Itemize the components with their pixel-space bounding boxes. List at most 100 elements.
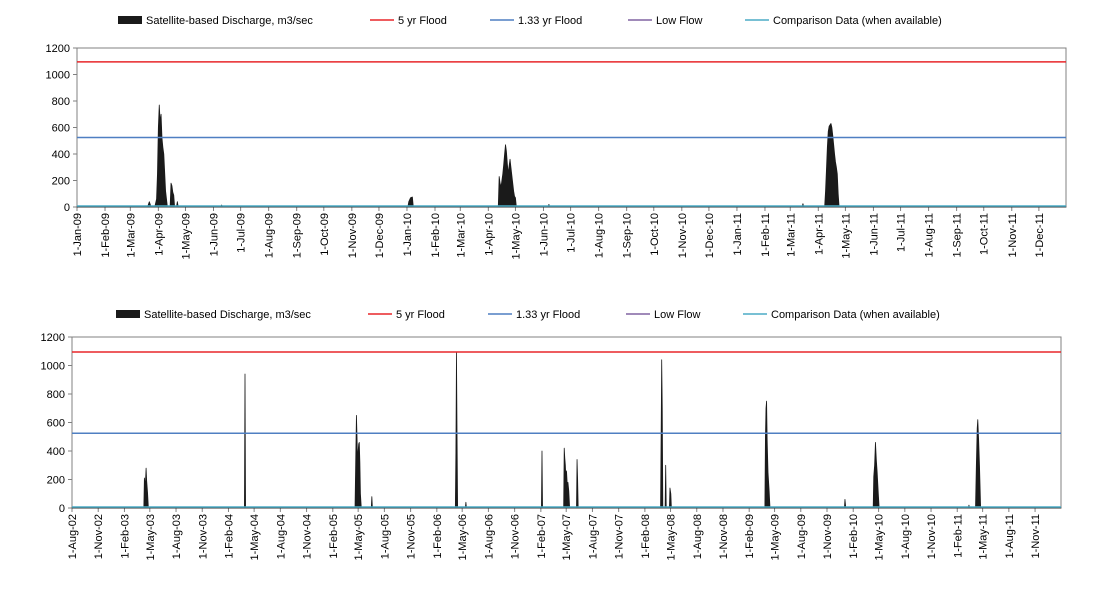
x-tick-label-2: 1-Nov-02 <box>93 514 105 559</box>
x-tick-label-16: 1-Apr-10 <box>483 213 495 256</box>
y-tick-label-0: 0 <box>64 202 70 214</box>
x-tick-label-11: 1-Nov-09 <box>347 213 359 258</box>
x-tick-label-8: 1-May-04 <box>249 514 261 560</box>
x-tick-label-23: 1-Nov-10 <box>677 213 689 258</box>
y-tick-label-1200: 1200 <box>46 43 70 55</box>
legend-swatch-discharge <box>116 310 140 318</box>
x-tick-label-25: 1-Aug-08 <box>692 514 704 559</box>
discharge-area <box>76 104 1067 208</box>
x-tick-label-18: 1-Jun-10 <box>538 213 550 256</box>
x-tick-label-5: 1-Aug-03 <box>171 514 183 559</box>
legend-item-comparison: Comparison Data (when available) <box>745 15 942 27</box>
x-tick-label-16: 1-May-06 <box>457 514 469 560</box>
y-tick-label-1200: 1200 <box>41 332 65 344</box>
legend-item-flood133: 1.33 yr Flood <box>490 15 582 27</box>
x-tick-label-20: 1-May-07 <box>561 514 573 560</box>
x-tick-label-21: 1-Sep-10 <box>622 213 634 258</box>
x-tick-label-32: 1-Aug-11 <box>924 213 936 257</box>
legend-label-comparison: Comparison Data (when available) <box>771 309 940 321</box>
x-tick-label-1: 1-Jan-09 <box>72 213 84 256</box>
y-tick-label-800: 800 <box>47 389 65 401</box>
y-tick-label-1000: 1000 <box>46 70 70 82</box>
x-tick-label-29: 1-Aug-09 <box>796 514 808 559</box>
x-tick-label-3: 1-Feb-03 <box>119 514 131 559</box>
x-tick-label-12: 1-May-05 <box>353 514 365 560</box>
x-tick-label-8: 1-Aug-09 <box>264 213 276 258</box>
y-tick-label-0: 0 <box>59 503 65 515</box>
x-tick-label-35: 1-Nov-11 <box>1007 213 1019 257</box>
x-tick-label-10: 1-Oct-09 <box>319 213 331 256</box>
chart-2: Satellite-based Discharge, m3/sec 5 yr Fl… <box>41 309 1062 560</box>
x-tick-label-14: 1-Feb-10 <box>430 213 442 258</box>
legend-label-flood133: 1.33 yr Flood <box>518 15 582 27</box>
x-tick-label-14: 1-Nov-05 <box>406 514 418 559</box>
x-tick-label-2: 1-Feb-09 <box>100 213 112 258</box>
x-tick-label-6: 1-Nov-03 <box>197 514 209 559</box>
x-tick-label-36: 1-May-11 <box>978 514 990 560</box>
x-tick-label-24: 1-Dec-10 <box>704 213 716 258</box>
x-tick-label-9: 1-Sep-09 <box>292 213 304 258</box>
x-tick-label-37: 1-Aug-11 <box>1004 514 1016 558</box>
legend-label-discharge: Satellite-based Discharge, m3/sec <box>146 15 313 27</box>
x-tick-label-17: 1-Aug-06 <box>483 514 495 559</box>
discharge-area <box>71 352 1062 509</box>
x-tick-label-24: 1-May-08 <box>666 514 678 560</box>
x-tick-label-15: 1-Mar-10 <box>455 213 467 258</box>
x-tick-label-18: 1-Nov-06 <box>510 514 522 559</box>
x-tick-label-10: 1-Nov-04 <box>302 514 314 559</box>
x-tick-label-23: 1-Feb-08 <box>640 514 652 559</box>
legend-item-flood5: 5 yr Flood <box>370 15 447 27</box>
x-tick-label-1: 1-Aug-02 <box>67 514 79 559</box>
x-tick-label-26: 1-Feb-11 <box>760 213 772 257</box>
x-tick-label-32: 1-May-10 <box>874 514 886 560</box>
x-tick-label-28: 1-Apr-11 <box>813 213 825 255</box>
x-tick-label-13: 1-Jan-10 <box>402 213 414 256</box>
y-tick-label-200: 200 <box>52 176 70 188</box>
y-tick-label-800: 800 <box>52 96 70 108</box>
legend-item-discharge: Satellite-based Discharge, m3/sec <box>116 309 311 321</box>
y-tick-label-1000: 1000 <box>41 361 65 373</box>
x-tick-label-36: 1-Dec-11 <box>1034 213 1046 257</box>
legend-item-lowflow: Low Flow <box>626 309 701 321</box>
x-tick-label-34: 1-Nov-10 <box>926 514 938 559</box>
x-tick-label-33: 1-Aug-10 <box>900 514 912 559</box>
x-tick-label-19: 1-Feb-07 <box>536 514 548 559</box>
x-tick-label-28: 1-May-09 <box>770 514 782 560</box>
x-tick-label-6: 1-Jun-09 <box>209 213 221 256</box>
x-tick-label-22: 1-Oct-10 <box>649 213 661 256</box>
x-tick-label-4: 1-Apr-09 <box>153 213 165 256</box>
x-tick-label-15: 1-Feb-06 <box>432 514 444 559</box>
legend-item-comparison: Comparison Data (when available) <box>743 309 940 321</box>
plot-area <box>76 47 1067 208</box>
x-tick-label-20: 1-Aug-10 <box>594 213 606 258</box>
legend-item-lowflow: Low Flow <box>628 15 703 27</box>
legend-item-discharge: Satellite-based Discharge, m3/sec <box>118 15 313 27</box>
x-tick-label-26: 1-Nov-08 <box>718 514 730 559</box>
x-tick-label-34: 1-Oct-11 <box>979 213 991 255</box>
x-tick-label-7: 1-Jul-09 <box>236 213 248 253</box>
x-tick-label-30: 1-Nov-09 <box>822 514 834 559</box>
x-tick-label-13: 1-Aug-05 <box>379 514 391 559</box>
legend-label-discharge: Satellite-based Discharge, m3/sec <box>144 309 311 321</box>
x-tick-label-5: 1-May-09 <box>180 213 192 259</box>
chart-1: Satellite-based Discharge, m3/sec 5 yr Fl… <box>46 15 1067 259</box>
legend-swatch-discharge <box>118 16 142 24</box>
legend-label-lowflow: Low Flow <box>654 309 701 321</box>
y-tick-label-600: 600 <box>47 418 65 430</box>
x-tick-label-22: 1-Nov-07 <box>614 514 626 559</box>
x-tick-label-11: 1-Feb-05 <box>328 514 340 559</box>
legend-label-flood133: 1.33 yr Flood <box>516 309 580 321</box>
x-tick-label-12: 1-Dec-09 <box>374 213 386 258</box>
x-tick-label-27: 1-Mar-11 <box>785 213 797 257</box>
legend-item-flood5: 5 yr Flood <box>368 309 445 321</box>
y-tick-label-400: 400 <box>47 446 65 458</box>
y-tick-label-200: 200 <box>47 475 65 487</box>
x-tick-label-31: 1-Jul-11 <box>896 213 908 252</box>
x-tick-label-9: 1-Aug-04 <box>275 514 287 559</box>
legend-label-flood5: 5 yr Flood <box>398 15 447 27</box>
x-tick-label-7: 1-Feb-04 <box>223 514 235 559</box>
x-tick-label-4: 1-May-03 <box>145 514 157 560</box>
x-tick-label-17: 1-May-10 <box>510 213 522 259</box>
x-tick-label-35: 1-Feb-11 <box>952 514 964 558</box>
